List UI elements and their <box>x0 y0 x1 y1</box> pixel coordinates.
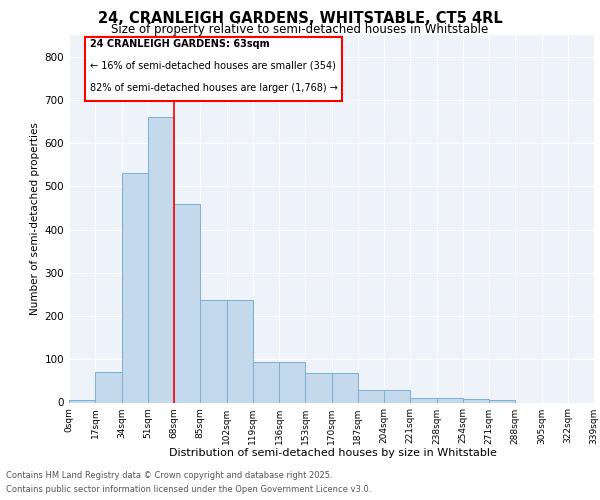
Text: Size of property relative to semi-detached houses in Whitstable: Size of property relative to semi-detach… <box>112 22 488 36</box>
Bar <box>95 372 121 402</box>
Bar <box>69 400 95 402</box>
Text: Contains public sector information licensed under the Open Government Licence v3: Contains public sector information licen… <box>6 485 371 494</box>
Text: Contains HM Land Registry data © Crown copyright and database right 2025.: Contains HM Land Registry data © Crown c… <box>6 471 332 480</box>
Bar <box>305 373 331 402</box>
Bar <box>358 390 384 402</box>
Bar <box>437 398 463 402</box>
Bar <box>121 174 148 402</box>
Bar <box>331 373 358 402</box>
Text: 24, CRANLEIGH GARDENS, WHITSTABLE, CT5 4RL: 24, CRANLEIGH GARDENS, WHITSTABLE, CT5 4… <box>98 11 502 26</box>
Bar <box>279 362 305 403</box>
Bar <box>489 400 515 402</box>
Bar <box>410 398 437 402</box>
Bar <box>253 362 279 403</box>
Bar <box>148 117 174 403</box>
Text: ← 16% of semi-detached houses are smaller (354): ← 16% of semi-detached houses are smalle… <box>90 60 336 70</box>
Bar <box>200 300 227 403</box>
Bar <box>227 300 253 403</box>
Text: Distribution of semi-detached houses by size in Whitstable: Distribution of semi-detached houses by … <box>169 448 497 458</box>
Bar <box>174 204 200 402</box>
Text: 82% of semi-detached houses are larger (1,768) →: 82% of semi-detached houses are larger (… <box>90 83 338 93</box>
Bar <box>384 390 410 402</box>
Text: 24 CRANLEIGH GARDENS: 63sqm: 24 CRANLEIGH GARDENS: 63sqm <box>90 38 269 48</box>
FancyBboxPatch shape <box>85 37 342 101</box>
Bar <box>463 399 489 402</box>
Y-axis label: Number of semi-detached properties: Number of semi-detached properties <box>31 122 40 315</box>
